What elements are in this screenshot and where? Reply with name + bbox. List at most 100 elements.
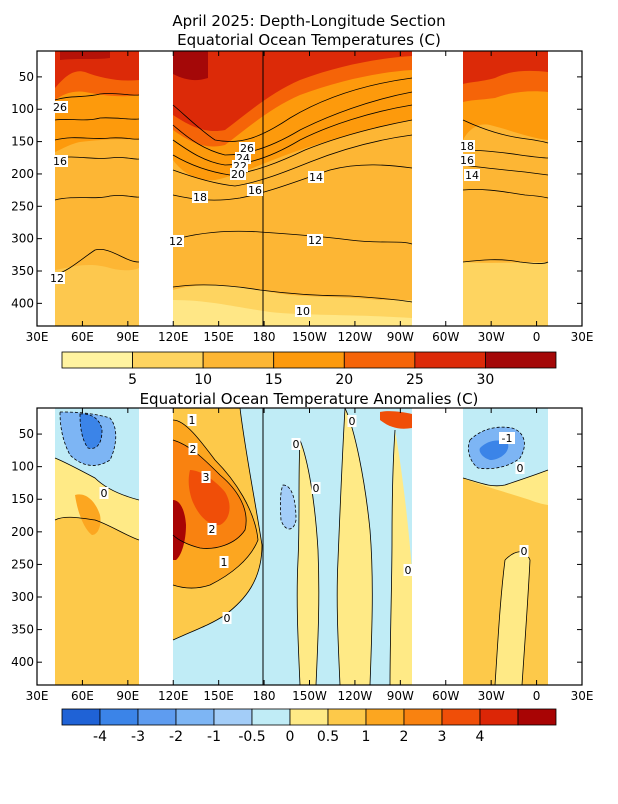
contour-label: 10	[296, 305, 310, 318]
contour-label-bg	[168, 235, 184, 247]
x-tick-label: 150E	[203, 689, 234, 703]
contour-label: 26	[240, 142, 254, 155]
y-tick-label: 50	[19, 427, 34, 441]
colorbar-swatch	[517, 708, 557, 726]
y-tick-label: 300	[11, 232, 34, 246]
colorbar-swatch	[175, 708, 215, 726]
contour-line	[172, 104, 413, 166]
contour-line	[296, 439, 301, 685]
x-tick-label: 30E	[26, 689, 49, 703]
contour-line	[336, 408, 346, 685]
colorbar-label: -1	[207, 729, 221, 745]
contour-label: 0	[349, 415, 356, 428]
contour-label: 0	[521, 545, 528, 558]
contour-line	[172, 77, 413, 142]
contour-label: -1	[502, 432, 513, 445]
contour-label: 16	[53, 155, 67, 168]
anom-band-surface-pacific	[380, 411, 412, 429]
colorbar-swatch	[61, 351, 133, 369]
contour-label-bg	[230, 168, 246, 180]
contour-label: 0	[313, 482, 320, 495]
contour-label: 18	[460, 140, 474, 153]
colorbar-swatch	[251, 708, 291, 726]
contour-label: 0	[101, 487, 108, 500]
temp-band-30-warm-pool	[173, 51, 208, 81]
contour-line	[54, 137, 140, 141]
contour-line	[462, 119, 549, 144]
anom-band-pos3-w-pacific	[188, 470, 230, 526]
contour-label-bg	[403, 564, 413, 576]
contour-line	[504, 551, 531, 685]
contour-line	[462, 259, 549, 264]
contour-line	[462, 189, 549, 199]
anomaly-contours	[54, 408, 549, 685]
contour-line	[462, 149, 549, 159]
contour-label-bg	[295, 305, 311, 317]
x-tick-label: 120E	[158, 330, 189, 344]
contour-label-bg	[187, 414, 197, 426]
anom-band-pos-far-east-pacific	[390, 430, 412, 685]
x-tick-label: 30E	[571, 330, 594, 344]
anomaly-fields	[37, 408, 582, 685]
anom-band-weak-atlantic	[495, 551, 530, 685]
colorbar-swatch	[99, 708, 139, 726]
y-tick-label: 150	[11, 135, 34, 149]
contour-label-bg	[459, 154, 475, 166]
contour-label: 14	[465, 169, 479, 182]
data-gap	[37, 51, 55, 326]
anom-band-pos2-indian	[75, 494, 101, 535]
contour-line	[54, 156, 140, 160]
contour-label-bg	[308, 171, 324, 183]
y-tick-label: 200	[11, 525, 34, 539]
contour-label-bg	[207, 523, 217, 535]
x-tick-label: 120W	[338, 689, 373, 703]
x-tick-label: 90E	[116, 330, 139, 344]
contour-label: 2	[209, 523, 216, 536]
colorbar-swatch	[61, 708, 101, 726]
contour-label-bg	[459, 140, 475, 152]
contour-line	[172, 230, 413, 245]
data-gap	[548, 408, 582, 685]
contour-line	[54, 516, 140, 541]
contour-label: 1	[221, 556, 228, 569]
x-tick-label: 90W	[387, 330, 414, 344]
y-tick-label: 100	[11, 102, 34, 116]
y-tick-label: 350	[11, 264, 34, 278]
colorbar-swatch	[485, 351, 557, 369]
contour-label-bg	[519, 545, 529, 557]
contour-label: 0	[224, 612, 231, 625]
contour-line	[172, 439, 247, 549]
contour-label: 14	[309, 171, 323, 184]
y-tick-label: 400	[11, 296, 34, 310]
anom-band-neg-central-pacific	[280, 485, 296, 529]
anomaly-title: Equatorial Ocean Temperature Anomalies (…	[140, 390, 479, 408]
contour-label-bg	[291, 438, 301, 450]
anom-band-pos-indian	[55, 517, 139, 685]
contour-line	[172, 408, 263, 641]
contour-line	[54, 195, 140, 201]
colorbar-label: -0.5	[238, 729, 265, 745]
contour-label: 2	[190, 443, 197, 456]
contour-label: 18	[193, 191, 207, 204]
contour-label: 3	[203, 471, 210, 484]
contour-label-bg	[222, 612, 232, 624]
contour-line	[172, 119, 413, 176]
colorbar-swatch	[441, 708, 481, 726]
contour-label-bg	[499, 432, 515, 444]
contour-label: 12	[50, 272, 64, 285]
data-gap	[139, 408, 173, 685]
temp-band-27-atlantic	[463, 51, 548, 84]
data-gap	[37, 408, 55, 685]
x-tick-label: 90W	[387, 689, 414, 703]
temp-band-10-atlantic	[463, 262, 548, 326]
contour-label-bg	[347, 415, 357, 427]
contour-labels: 1 2 3 2 1 0 0 0 0 0 -1 0 0 0	[99, 414, 529, 625]
anom-band-neg2-atlantic	[479, 440, 509, 460]
colorbar-swatch	[132, 351, 204, 369]
colorbar-label: 0	[286, 729, 295, 745]
contour-label-bg	[52, 155, 68, 167]
chart-title-line2: Equatorial Ocean Temperatures (C)	[177, 31, 441, 49]
contour-line	[172, 91, 413, 156]
